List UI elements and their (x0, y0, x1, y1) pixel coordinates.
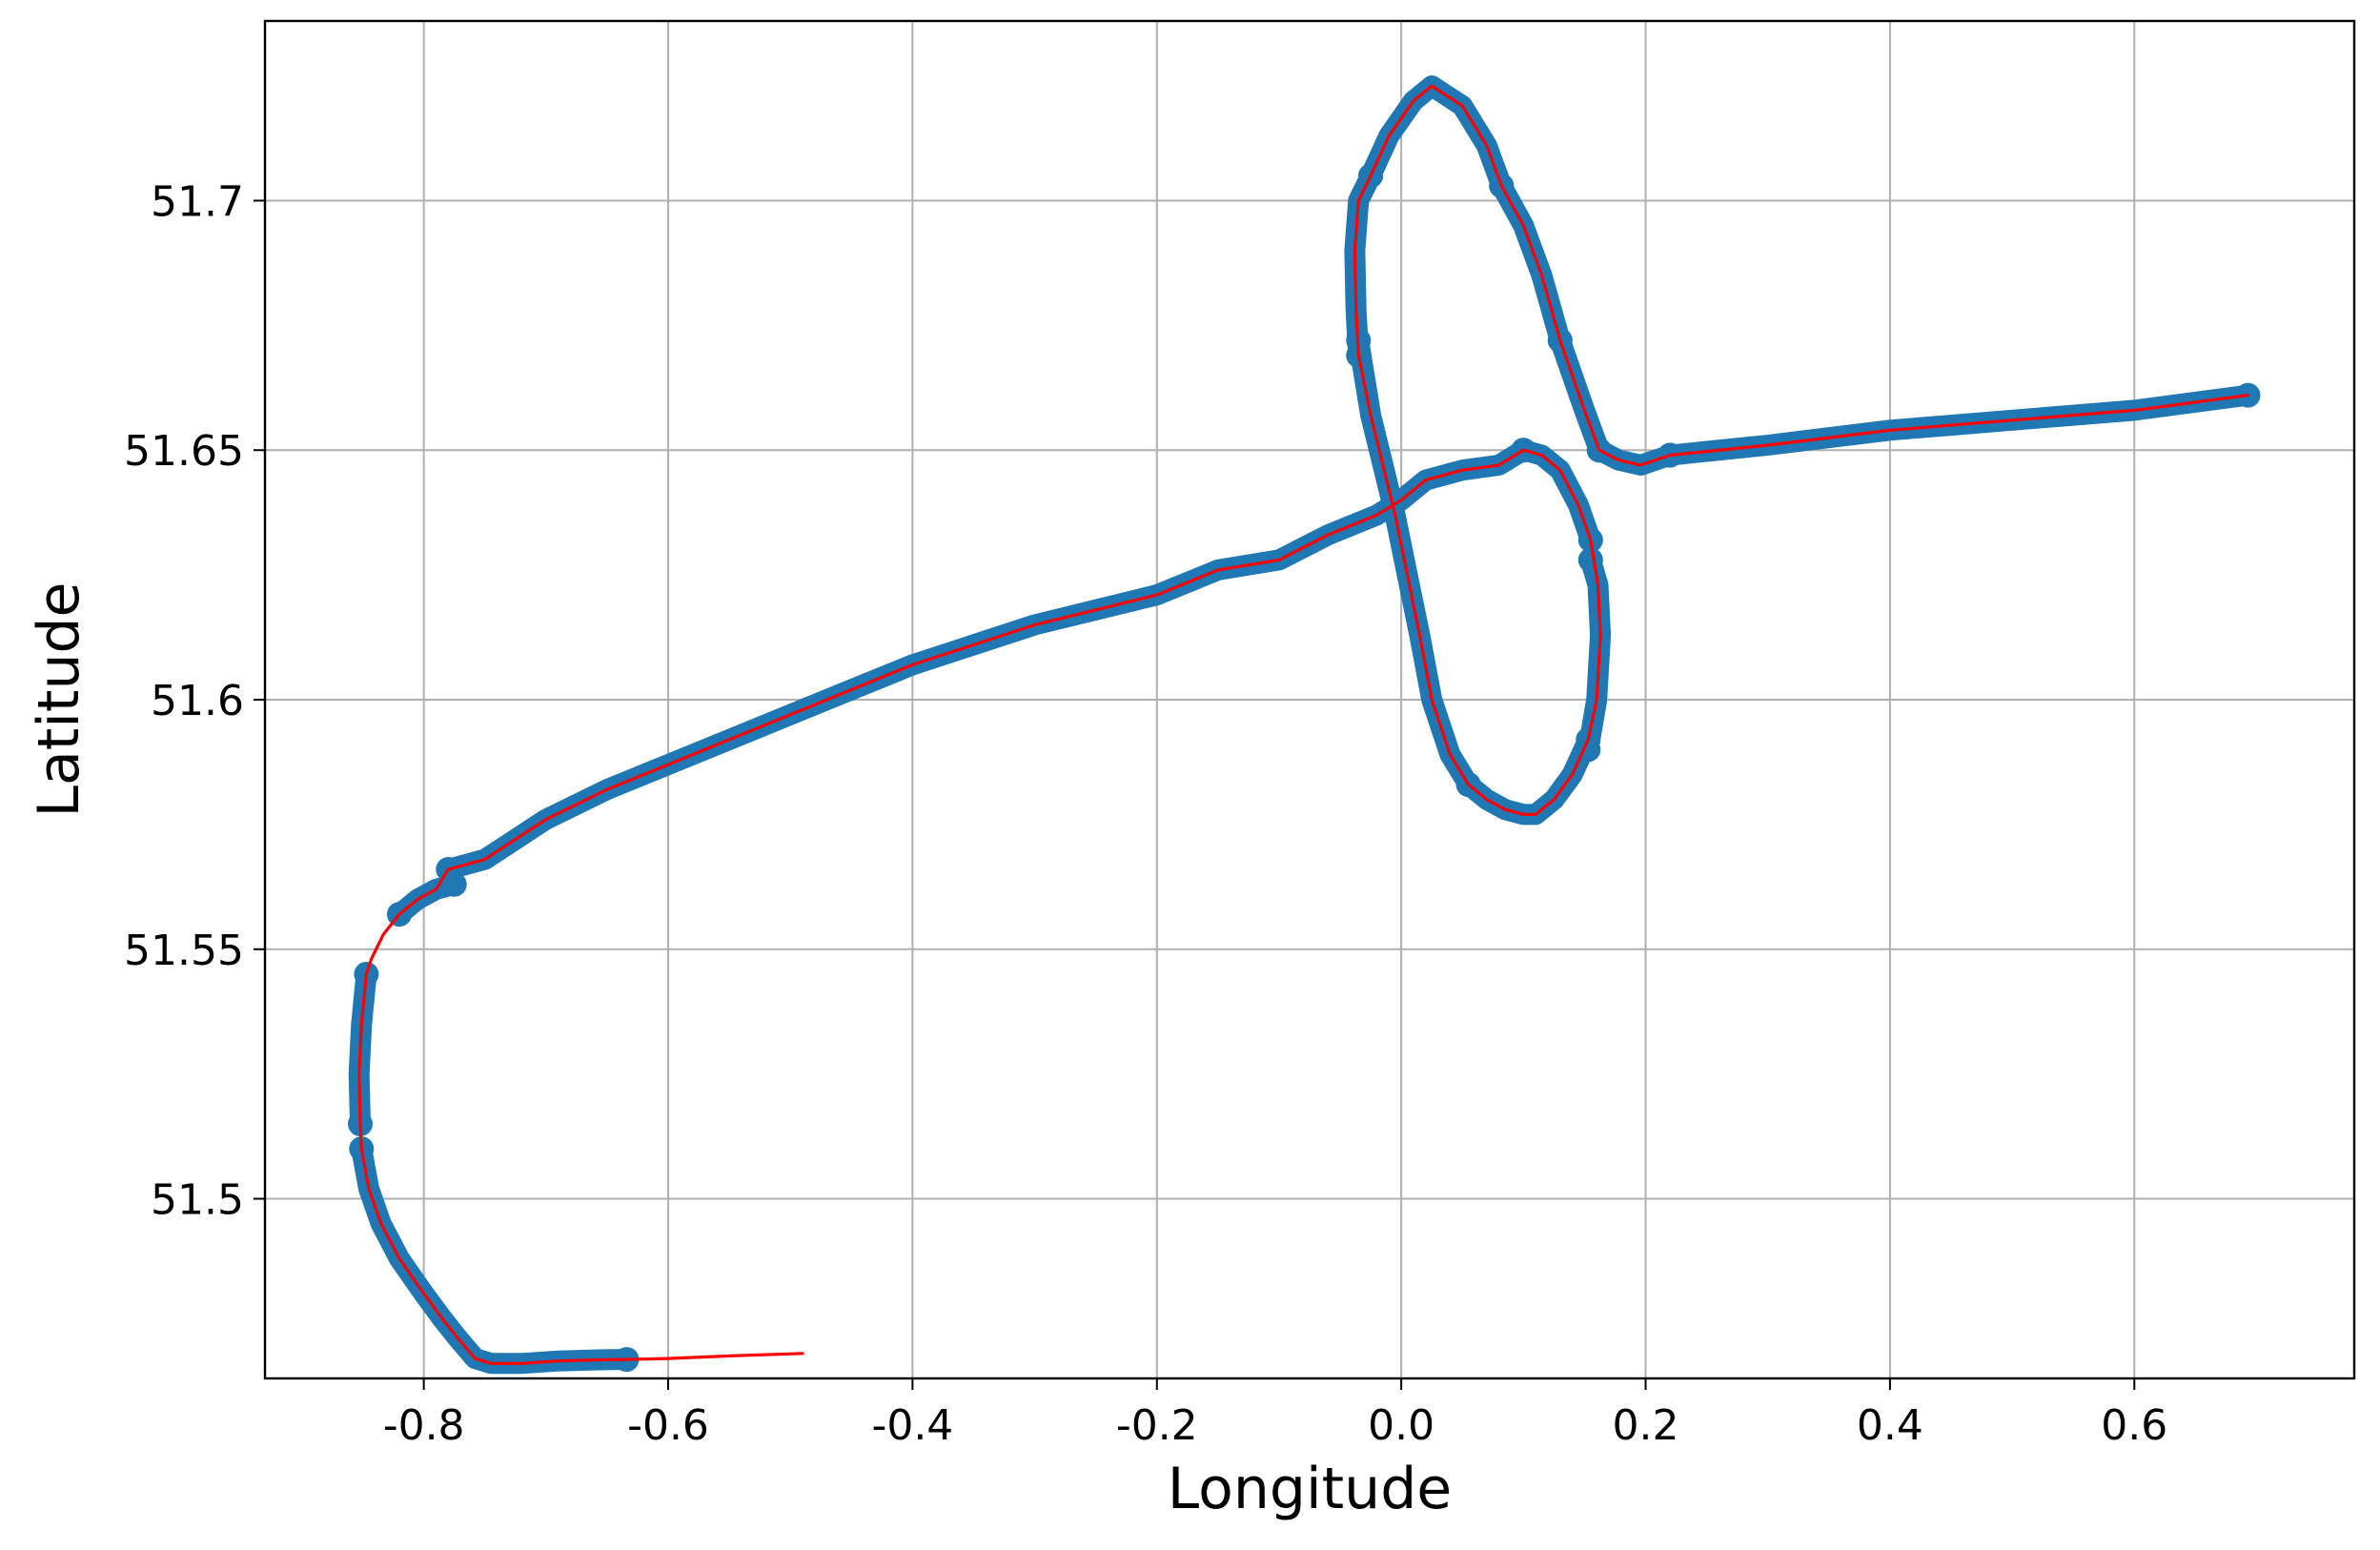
trace-point (441, 871, 467, 897)
x-tick-label: 0.2 (1613, 1401, 1679, 1450)
x-axis-label: Longitude (1168, 1456, 1452, 1522)
y-tick-label: 51.7 (151, 177, 244, 226)
y-tick-label: 51.5 (151, 1176, 244, 1225)
x-tick-label: -0.6 (627, 1401, 709, 1450)
red-line-path (357, 84, 2250, 1365)
x-tick-label: 0.6 (2101, 1401, 2167, 1450)
x-tick-label: -0.4 (871, 1401, 953, 1450)
red-trace-line (357, 84, 2250, 1365)
y-axis-ticks: 51.5 51.55 51.6 51.65 51.7 (124, 177, 265, 1225)
x-tick-label: -0.2 (1116, 1401, 1198, 1450)
y-axis-label: Latitude (26, 582, 92, 818)
x-tick-label: -0.8 (383, 1401, 465, 1450)
trace-point (1577, 547, 1603, 573)
y-tick-label: 51.65 (124, 427, 244, 476)
grid (265, 21, 2354, 1378)
y-tick-label: 51.55 (124, 927, 244, 975)
y-tick-label: 51.6 (151, 677, 244, 725)
x-tick-label: 0.0 (1368, 1401, 1434, 1450)
x-tick-label: 0.4 (1857, 1401, 1923, 1450)
x-axis-ticks: -0.8 -0.6 -0.4 -0.2 0.0 0.2 0.4 0.6 (383, 1378, 2167, 1450)
